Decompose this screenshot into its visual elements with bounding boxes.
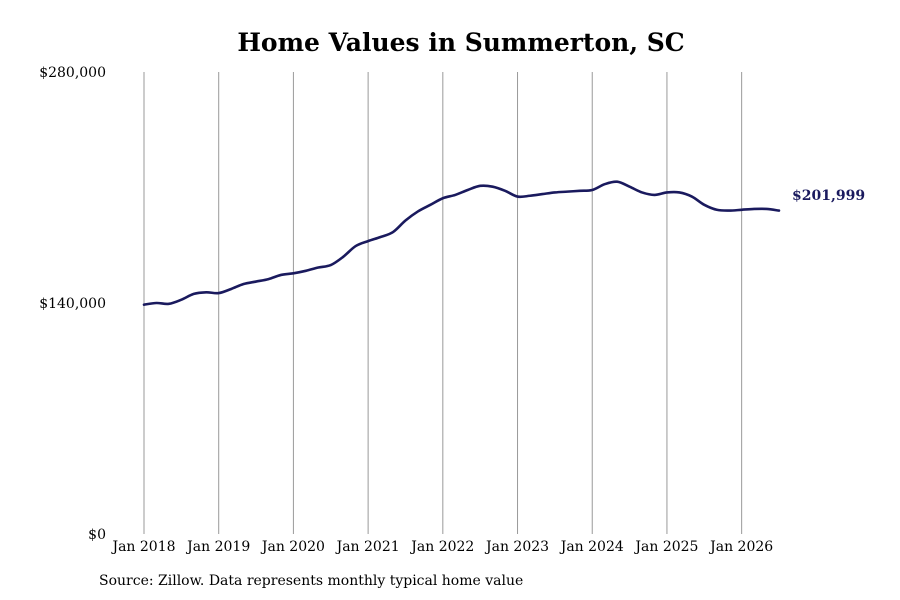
chart-title: Home Values in Summerton, SC	[237, 28, 685, 57]
x-tick-label: Jan 2026	[708, 539, 773, 555]
series-layer: $201,999	[142, 180, 865, 306]
y-axis-ticks: $0 $140,000 $280,000	[39, 65, 106, 543]
x-tick-label: Jan 2025	[633, 539, 698, 555]
x-tick-label: Jan 2022	[409, 539, 474, 555]
x-tick-label: Jan 2018	[110, 539, 175, 555]
x-tick-label: Jan 2019	[185, 539, 250, 555]
x-tick-label: Jan 2023	[484, 539, 549, 555]
grid-lines	[143, 72, 743, 534]
y-tick-label: $140,000	[39, 296, 106, 312]
x-tick-label: Jan 2020	[260, 539, 325, 555]
x-axis-ticks: Jan 2018 Jan 2019 Jan 2020 Jan 2021 Jan 2022…	[110, 539, 773, 555]
y-tick-label: $280,000	[39, 65, 106, 81]
x-tick-label: Jan 2024	[559, 539, 624, 555]
end-value-label: $201,999	[792, 188, 865, 204]
y-tick-label: $0	[88, 527, 106, 543]
source-note: Source: Zillow. Data represents monthly …	[99, 573, 524, 589]
series-line	[142, 180, 781, 306]
x-tick-label: Jan 2021	[335, 539, 400, 555]
